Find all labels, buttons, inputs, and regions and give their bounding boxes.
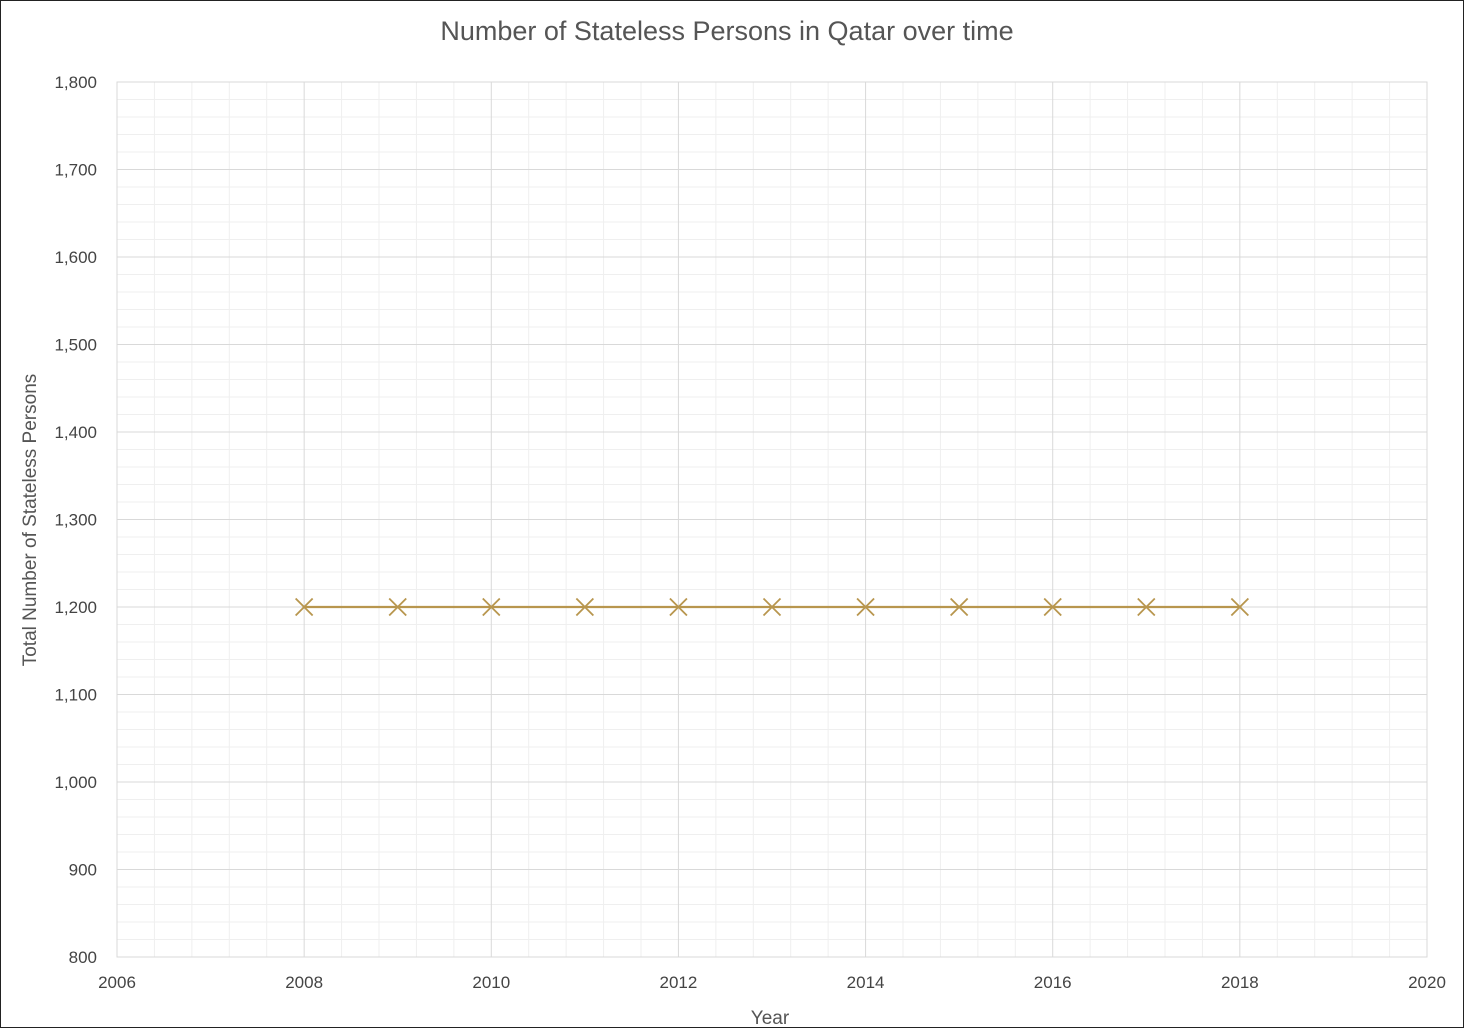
x-axis-ticks: 2006 2008 2010 2012 2014 2016 2018 2020	[98, 973, 1446, 992]
data-point-marker	[388, 597, 407, 617]
data-point-marker	[482, 597, 501, 617]
x-axis-label: Year	[751, 1008, 790, 1028]
data-point-marker	[1043, 597, 1062, 617]
y-axis-ticks: 800 900 1,000 1,100 1,200 1,300 1,400 1,500 1,60…	[54, 73, 97, 967]
y-axis-label: Total Number of Stateless Persons	[20, 374, 41, 667]
x-tick-label: 2014	[847, 973, 885, 992]
data-point-marker	[856, 597, 875, 617]
series-layer	[295, 597, 1249, 617]
data-point-marker	[295, 597, 314, 617]
plot-area-border	[116, 81, 1428, 958]
y-tick-label: 1,300	[54, 511, 97, 530]
data-point-marker	[669, 597, 688, 617]
y-tick-label: 1,600	[54, 248, 97, 267]
minor-grid	[117, 82, 1427, 957]
y-tick-label: 1,500	[54, 336, 97, 355]
x-tick-label: 2020	[1408, 973, 1446, 992]
x-tick-label: 2010	[472, 973, 510, 992]
data-point-marker	[1137, 597, 1156, 617]
x-tick-label: 2016	[1034, 973, 1072, 992]
data-point-marker	[1230, 597, 1249, 617]
y-tick-label: 1,200	[54, 598, 97, 617]
y-tick-label: 900	[69, 861, 97, 880]
data-point-marker	[762, 597, 782, 617]
x-tick-label: 2018	[1221, 973, 1259, 992]
chart-title: Number of Stateless Persons in Qatar ove…	[440, 16, 1013, 46]
y-tick-label: 1,800	[54, 73, 97, 92]
x-tick-label: 2012	[660, 973, 698, 992]
y-tick-label: 1,100	[54, 686, 97, 705]
data-point-marker	[950, 597, 969, 617]
x-tick-label: 2006	[98, 973, 136, 992]
major-grid	[116, 81, 1428, 958]
y-tick-label: 1,400	[54, 423, 97, 442]
y-tick-label: 1,700	[54, 161, 97, 180]
data-point-marker	[575, 597, 594, 617]
x-tick-label: 2008	[285, 973, 323, 992]
y-tick-label: 800	[69, 948, 97, 967]
y-tick-label: 1,000	[54, 773, 97, 792]
